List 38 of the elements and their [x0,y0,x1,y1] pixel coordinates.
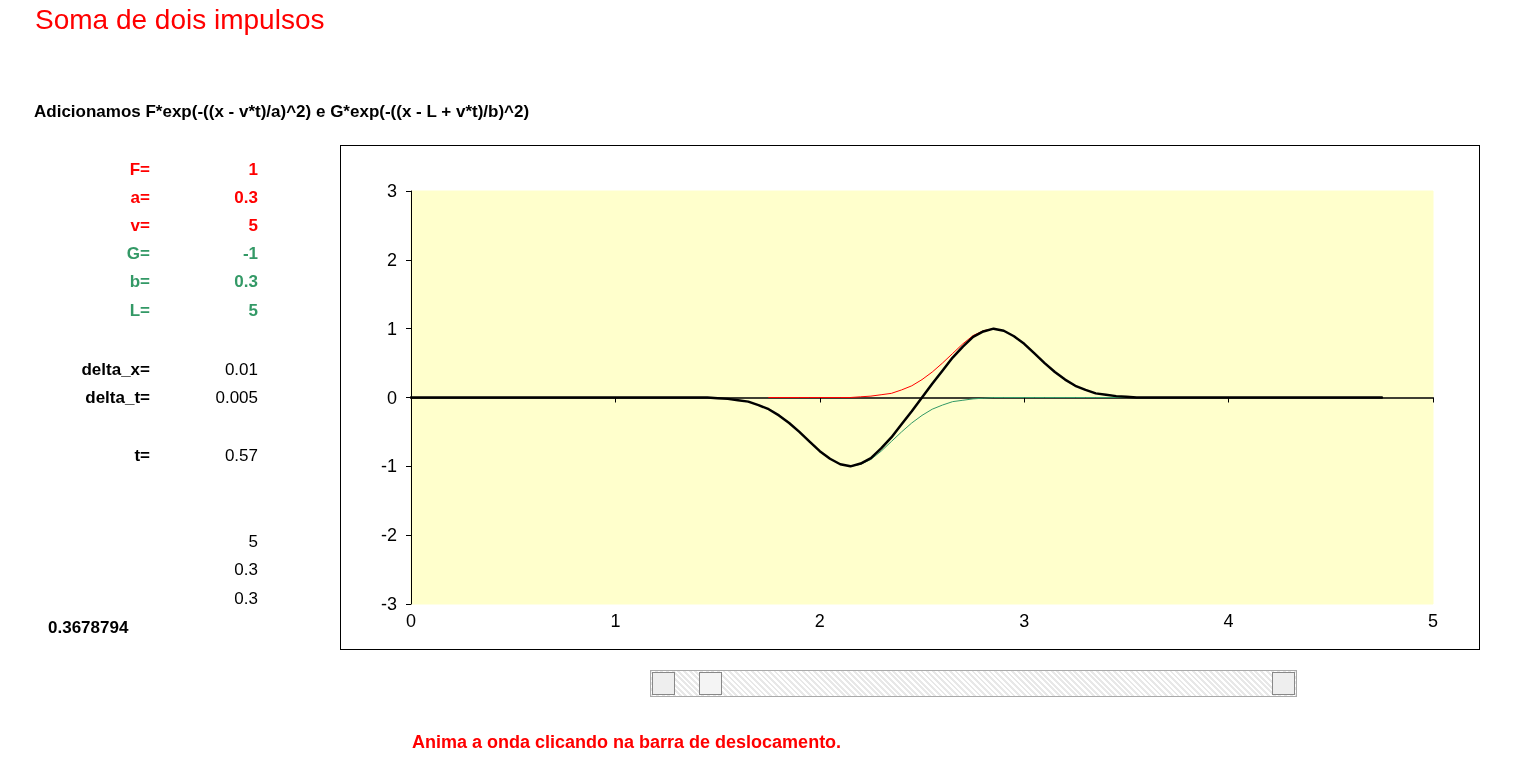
x-tick-label: 5 [1427,611,1439,631]
text: b= [129,272,150,292]
text: a= [130,188,150,208]
text: Anima a onda clicando na barra de deslocamento. [412,732,842,753]
x-tick-label: 1 [610,611,621,631]
y-tick-label: -2 [380,525,397,546]
text: -1 [242,244,258,264]
y-tick-label: 1 [386,318,397,339]
text: 1 [248,160,258,180]
text: delta_x= [81,360,150,380]
text: 5 [248,532,258,552]
text: 0.3 [234,589,258,609]
text: delta_t= [85,388,150,408]
text: 0.3 [234,272,258,292]
y-tick-label: -1 [380,456,397,477]
text: 0.3 [234,188,258,208]
text: v= [130,216,150,236]
text: 0.01 [224,360,258,380]
text: 0.005 [215,388,258,408]
text: 0.3 [234,560,258,580]
x-tick-label: 0 [405,611,417,631]
text: Soma de dois impulsos [35,4,325,36]
text: 5 [248,216,258,236]
x-tick-label: 2 [814,611,825,631]
y-tick-label: 0 [386,387,397,408]
text: 0.3678794 [48,618,129,638]
x-tick-label: 3 [1019,611,1030,631]
text: L= [129,301,150,321]
chart-subtitle: Adicionamos F*exp(-((x - v*t)/a)^2) e G*exp(-((x - L + v*t)/b)^2) [34,102,530,122]
text: 0.57 [224,446,258,466]
y-tick-label: 3 [386,181,397,201]
y-tick-label: 2 [386,249,397,270]
text: G= [126,244,150,264]
text: 5 [248,301,258,321]
text: F= [129,160,150,180]
x-tick-label: 4 [1223,611,1234,631]
text: t= [134,446,150,466]
y-tick-label: -3 [380,594,397,614]
